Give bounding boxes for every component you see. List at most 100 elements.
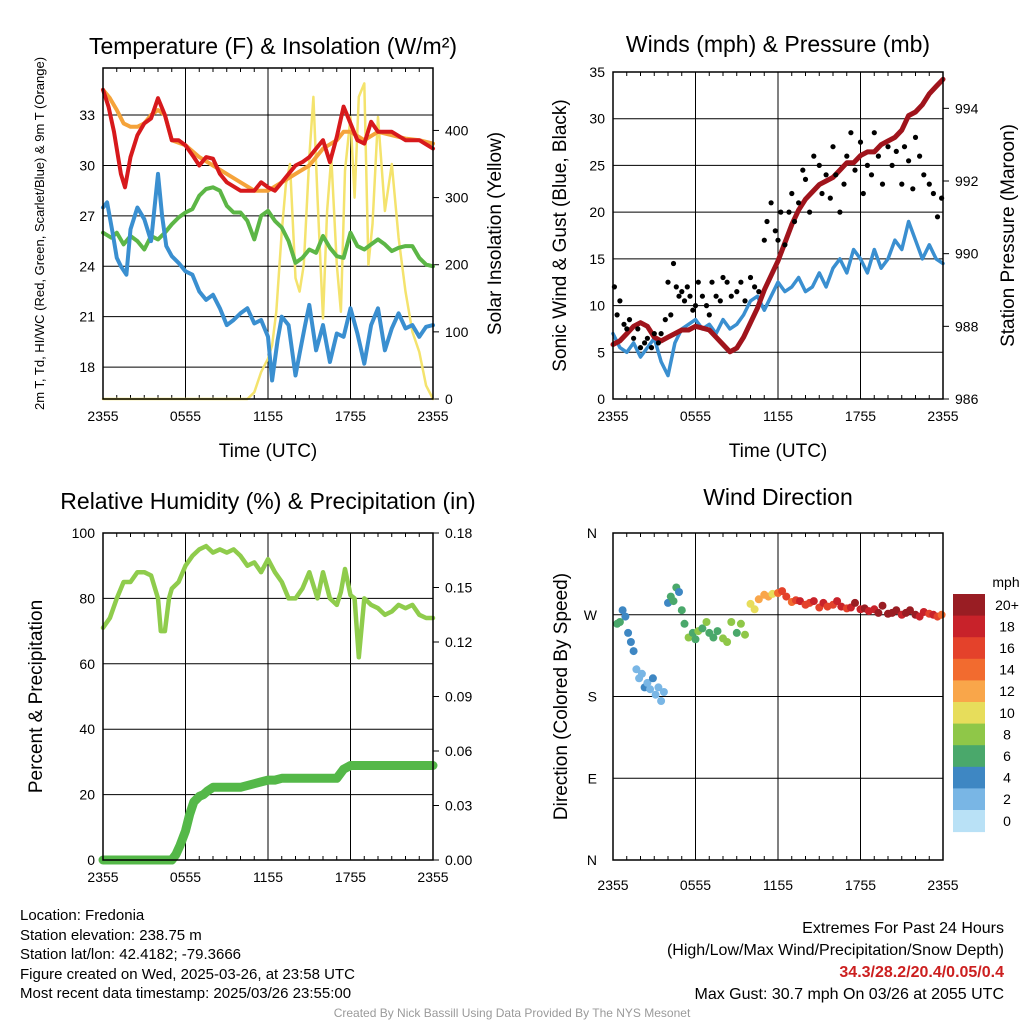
x-tick-label: 1155: [763, 877, 793, 893]
gust-point: [684, 284, 690, 290]
y-right-tick-label: 200: [445, 257, 469, 273]
wind-direction-point: [723, 638, 732, 646]
y-tick-label: N: [587, 852, 597, 868]
wind-direction-point: [691, 635, 700, 644]
x-tick-label: 1755: [335, 408, 366, 424]
legend-label: 10: [999, 705, 1015, 721]
gust-point: [871, 130, 877, 136]
y-left-tick-label: 20: [79, 787, 95, 803]
wind-direction-point: [629, 647, 638, 656]
y-left-tick-label: 15: [589, 251, 605, 267]
y-right-tick-label: 990: [955, 246, 979, 262]
gust-point: [848, 130, 854, 136]
gust-point: [833, 172, 839, 178]
legend-label: 14: [999, 662, 1015, 678]
y-right-tick-label: 0.12: [445, 634, 472, 650]
extremes-subtitle: (High/Low/Max Wind/Precipitation/Snow De…: [666, 942, 1004, 959]
y-right-tick-label: 0: [445, 391, 453, 407]
gust-point: [816, 162, 822, 168]
x-tick-label: 2355: [87, 408, 118, 424]
station-latlon: Station lat/lon: 42.4182; -79.3666: [20, 946, 242, 963]
wind-direction-point: [618, 606, 627, 615]
y-left-tick-label: 27: [79, 208, 95, 224]
extremes-values: 34.3/28.2/20.4/0.05/0.4: [839, 964, 1004, 981]
y-left-tick-label: 30: [589, 111, 605, 127]
y-right-tick-label: 0.18: [445, 525, 472, 541]
gust-point: [665, 279, 671, 285]
wind-direction-point: [632, 665, 641, 674]
legend-label: 16: [999, 640, 1015, 656]
y-right-tick-label: 994: [955, 100, 979, 116]
gust-point: [695, 279, 701, 285]
gust-point: [778, 209, 784, 215]
wind-direction-point: [833, 597, 842, 606]
gust-point: [681, 298, 688, 304]
legend-label: 20+: [995, 597, 1019, 613]
plot-border: [612, 71, 944, 400]
wind-direction-point: [677, 606, 686, 615]
wind-direction-point: [659, 688, 668, 696]
gust-point: [844, 153, 850, 159]
wind-direction-point: [615, 618, 624, 626]
gust-point: [717, 298, 723, 304]
gust-point: [791, 218, 798, 225]
y-axis-right-label: Station Pressure (Maroon): [998, 124, 1019, 347]
x-tick-label: 1155: [253, 408, 283, 424]
wind-direction-point: [648, 674, 657, 683]
gust-point: [830, 144, 836, 150]
gust-point: [889, 162, 895, 168]
gust-point: [635, 326, 641, 332]
y-left-tick-label: 24: [79, 258, 95, 274]
y-left-tick-label: 18: [79, 359, 95, 375]
gust-point: [786, 209, 792, 215]
gust-point: [764, 218, 770, 225]
wind-direction-point: [709, 633, 718, 642]
y-left-tick-label: 33: [79, 107, 95, 123]
y-axis-label: Percent & Precipitation: [26, 600, 47, 793]
y-right-tick-label: 986: [955, 391, 979, 407]
y-left-tick-label: 10: [589, 298, 605, 314]
wind-direction-point: [741, 630, 749, 639]
wind-direction-point: [698, 624, 707, 633]
gust-point: [670, 260, 677, 267]
x-tick-label: 0555: [680, 877, 711, 893]
gust-point: [703, 303, 710, 309]
y-axis-label: Direction (Colored By Speed): [551, 573, 572, 820]
legend-label: 4: [1003, 770, 1011, 786]
wind-direction-point: [624, 628, 633, 637]
legend-swatch: [953, 745, 985, 768]
legend-label: 6: [1003, 748, 1011, 764]
gust-point: [614, 312, 620, 318]
gust-point: [676, 293, 682, 299]
wind-direction-point: [651, 690, 660, 699]
wind-direction-point: [713, 627, 722, 636]
gust-point: [868, 172, 875, 178]
gust-point: [912, 134, 919, 140]
wind-direction-point: [626, 638, 635, 646]
x-tick-label: 1155: [763, 408, 793, 424]
x-tick-label: 2355: [927, 408, 958, 424]
gust-point: [857, 139, 864, 145]
y-axis-left-label: 2m T, Td, HI/WC (Red, Green, Scarlet/Blu…: [32, 57, 47, 410]
y-left-tick-label: 0: [597, 391, 605, 407]
humidity-precip-panel: 2355 0555 1155 1755 23550204060801000.000.03…: [26, 488, 476, 885]
gust-point: [747, 274, 754, 281]
extremes-title: Extremes For Past 24 Hours: [802, 920, 1004, 937]
wind-direction-point: [851, 598, 859, 607]
humidity-line: [100, 543, 436, 660]
gust-point: [734, 289, 740, 295]
gust-point: [901, 144, 908, 150]
wind-direction-point: [621, 612, 630, 621]
x-tick-label: 2355: [87, 869, 118, 885]
wind-direction-point: [782, 592, 791, 601]
x-axis-label: Time (UTC): [219, 441, 318, 462]
station-info: Location: Fredonia Station elevation: 23…: [20, 906, 355, 1004]
credit-line: Created By Nick Bassill Using Data Provi…: [333, 1006, 691, 1020]
gust-point: [631, 335, 637, 341]
wind-direction-point: [754, 595, 763, 604]
y-right-tick-label: 988: [955, 318, 979, 334]
x-tick-label: 2355: [597, 877, 628, 893]
gust-point: [658, 331, 664, 337]
wind-direction-point: [643, 678, 652, 687]
legend-label: 0: [1003, 813, 1011, 829]
